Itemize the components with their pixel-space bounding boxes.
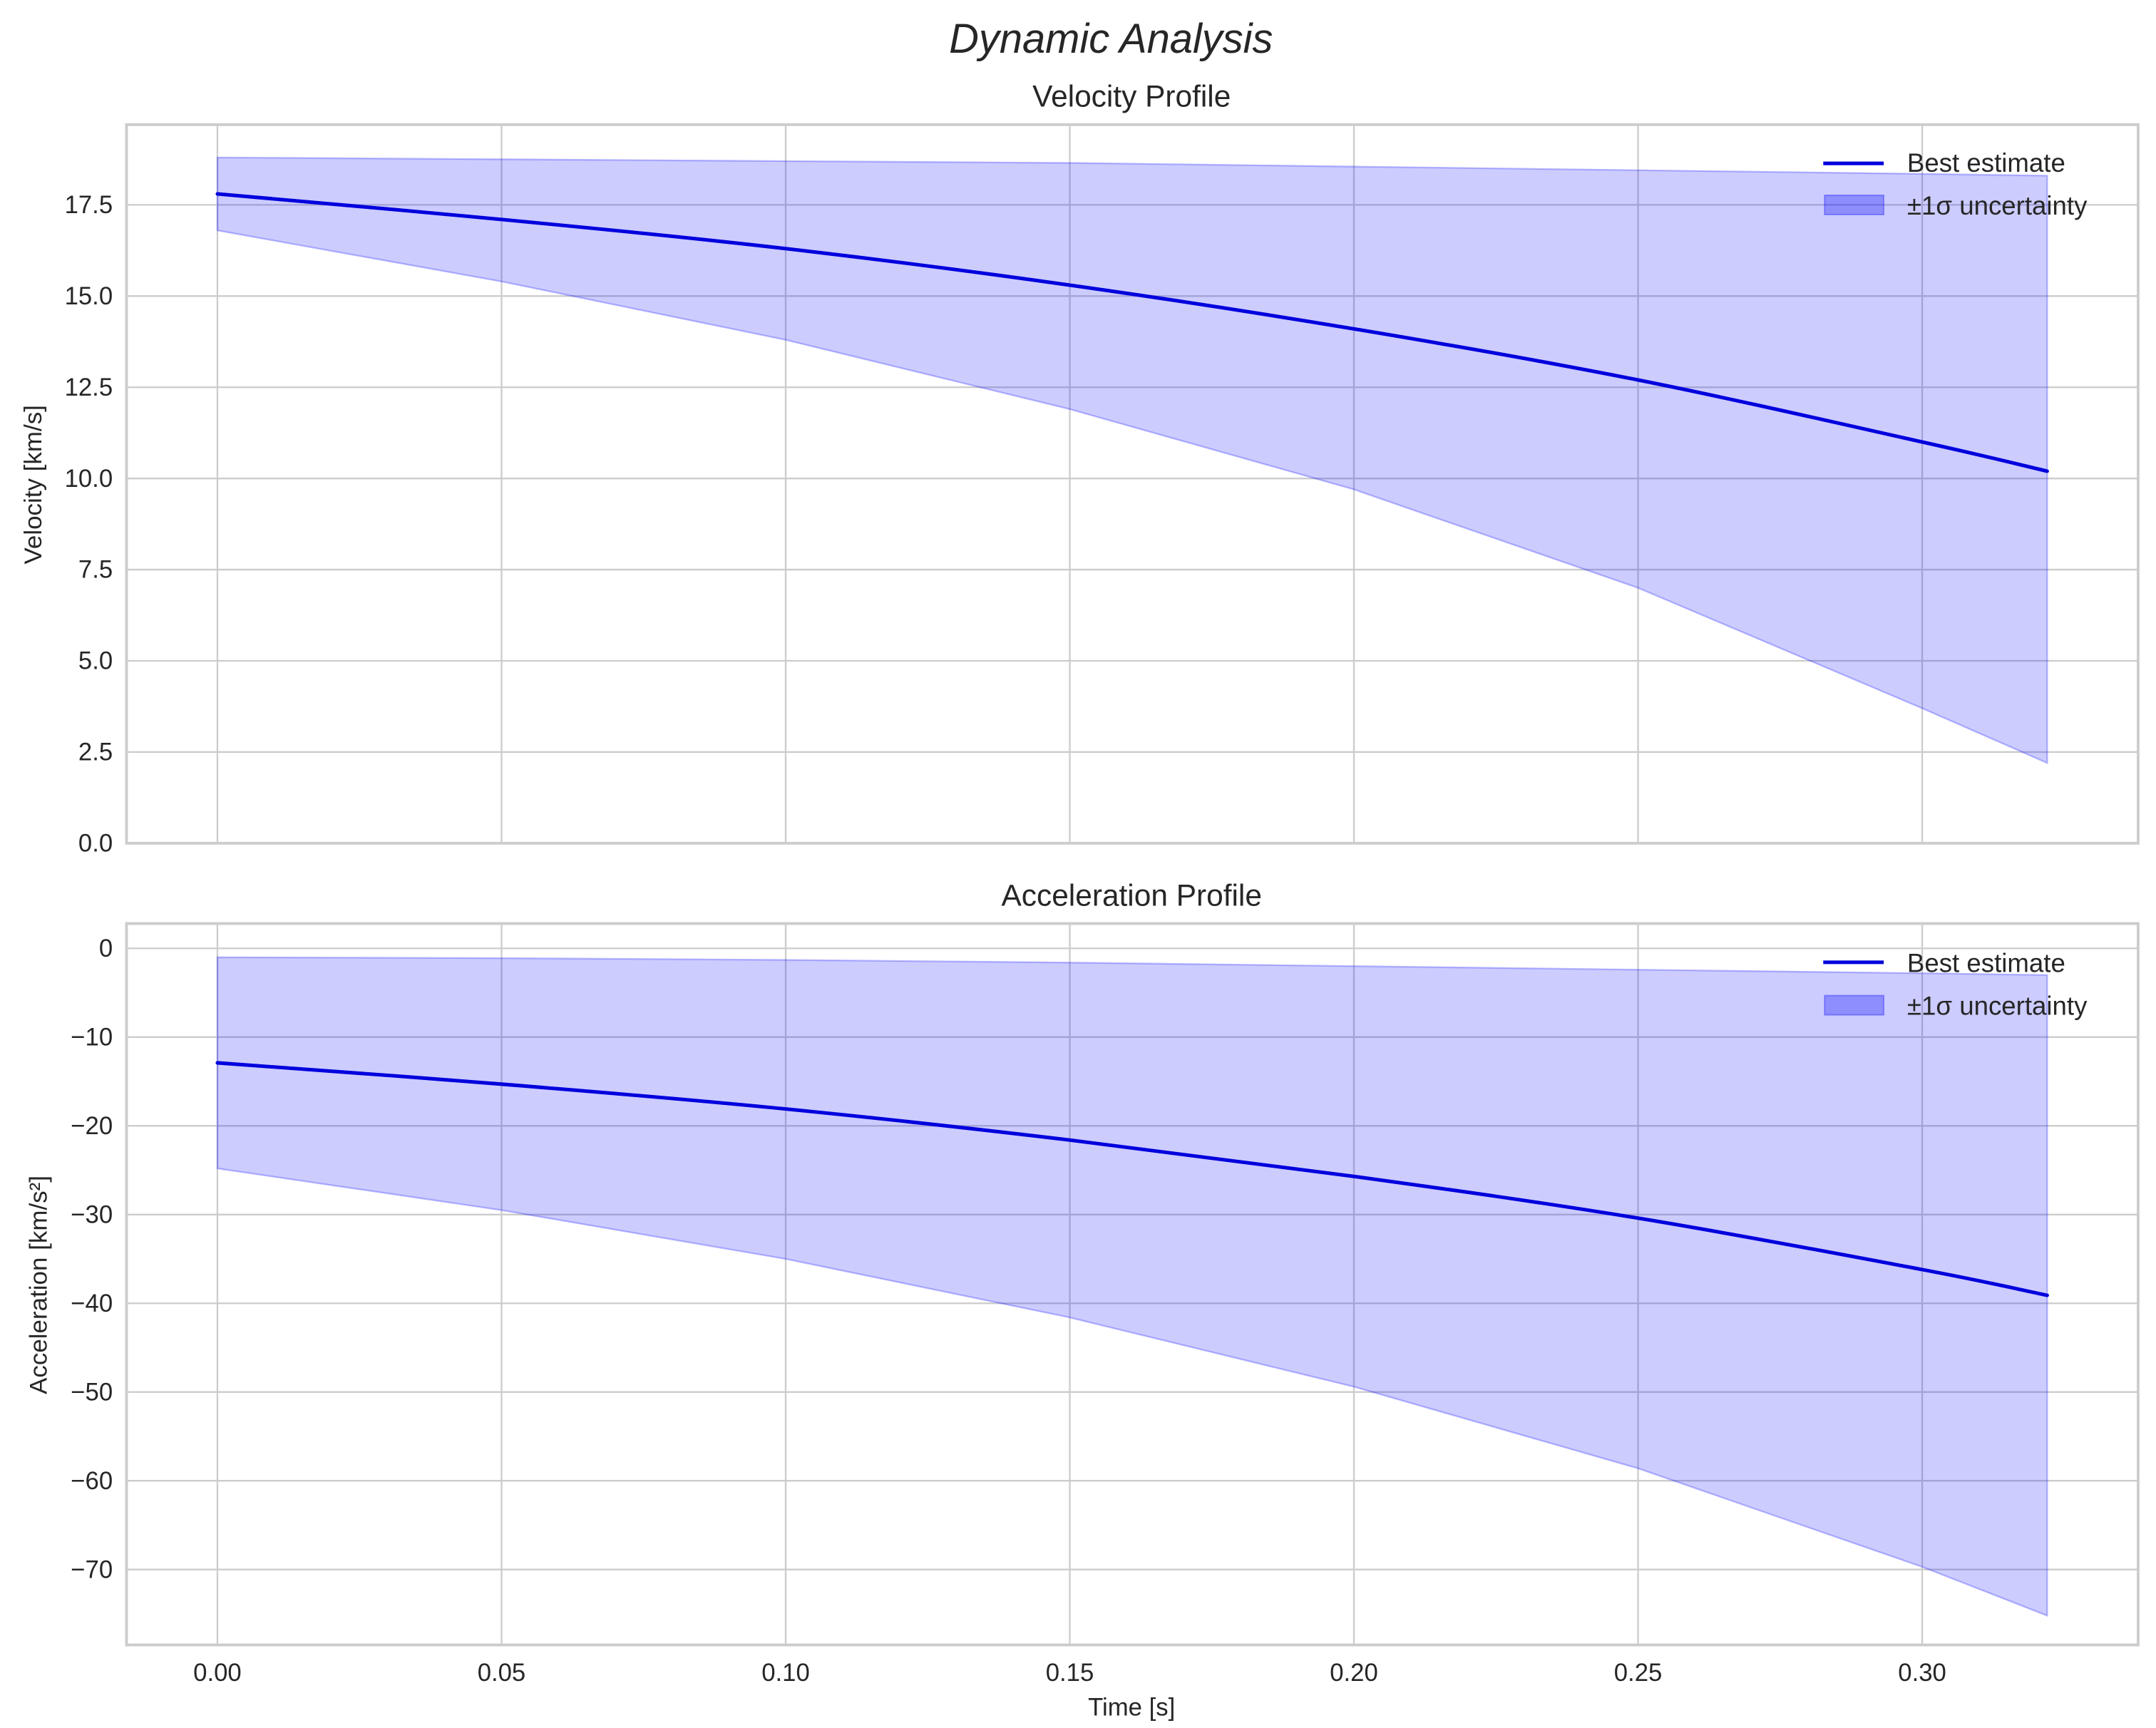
x-axis-label: Time [s] (1088, 1693, 1175, 1721)
velocity-panel: Velocity Profile 0.0 2.5 5.0 7.5 10.0 12.5 15.… (19, 79, 2140, 858)
acceleration-y-label: Acceleration [km/s²] (25, 1176, 53, 1394)
velocity-axes-frame (125, 123, 2140, 845)
y-tick-label: −10 (71, 1023, 113, 1051)
best-estimate-curve (215, 1061, 2049, 1297)
legend-uncertainty: ±1σ uncertainty (1907, 191, 2088, 220)
x-tick-label: 0.10 (761, 1659, 810, 1687)
legend-uncertainty: ±1σ uncertainty (1907, 992, 2088, 1021)
figure-suptitle: Dynamic Analysis (949, 16, 1273, 62)
acceleration-axes-frame (125, 922, 2140, 1647)
y-tick-label: 0 (99, 935, 113, 962)
best-estimate-curve (215, 192, 2049, 473)
x-tick-label: 0.25 (1614, 1659, 1663, 1687)
y-tick-label: 10.0 (65, 465, 113, 493)
velocity-title: Velocity Profile (1032, 79, 1231, 113)
y-tick-label: −20 (71, 1112, 113, 1140)
y-tick-label: 0.0 (78, 829, 113, 857)
y-tick-label: 7.5 (78, 556, 113, 584)
y-tick-label: 17.5 (65, 191, 113, 219)
y-tick-label: 2.5 (78, 738, 113, 766)
legend-band-swatch-icon (1824, 194, 1885, 216)
y-tick-label: −50 (71, 1378, 113, 1406)
acceleration-legend: Best estimate ±1σ uncertainty (1823, 948, 2088, 1021)
y-tick-label: −60 (71, 1467, 113, 1495)
acceleration-title: Acceleration Profile (1002, 878, 1262, 912)
legend-band-swatch-icon (1824, 994, 1885, 1016)
uncertainty-band-area (216, 156, 2048, 765)
x-tick-label: 0.20 (1330, 1659, 1378, 1687)
acceleration-gridlines (126, 923, 2138, 1645)
x-tick-label: 0.05 (478, 1659, 526, 1687)
acceleration-panel: Acceleration Profile 0 −10 −20 −30 −40 −50 −60… (25, 878, 2140, 1722)
uncertainty-band-area (216, 956, 2048, 1618)
acceleration-x-ticks: 0.00 0.05 0.10 0.15 0.20 0.25 0.30 (193, 1659, 1946, 1687)
acceleration-y-ticks: 0 −10 −20 −30 −40 −50 −60 −70 (71, 935, 113, 1583)
legend-best-estimate: Best estimate (1907, 948, 2065, 977)
y-tick-label: 12.5 (65, 374, 113, 401)
velocity-uncertainty-band (216, 156, 2048, 765)
x-tick-label: 0.15 (1046, 1659, 1094, 1687)
x-tick-label: 0.00 (193, 1659, 242, 1687)
velocity-best-estimate-line (215, 192, 2049, 473)
y-tick-label: −40 (71, 1290, 113, 1317)
y-tick-label: 15.0 (65, 282, 113, 310)
legend-best-estimate: Best estimate (1907, 148, 2065, 178)
y-tick-label: −70 (71, 1555, 113, 1583)
velocity-legend: Best estimate ±1σ uncertainty (1823, 148, 2088, 220)
y-tick-label: 5.0 (78, 647, 113, 675)
y-tick-label: −30 (71, 1200, 113, 1228)
x-tick-label: 0.30 (1898, 1659, 1946, 1687)
velocity-y-ticks: 0.0 2.5 5.0 7.5 10.0 12.5 15.0 17.5 (65, 191, 113, 858)
acceleration-best-estimate-line (215, 1061, 2049, 1297)
velocity-y-label: Velocity [km/s] (19, 405, 47, 564)
acceleration-uncertainty-band (216, 956, 2048, 1618)
